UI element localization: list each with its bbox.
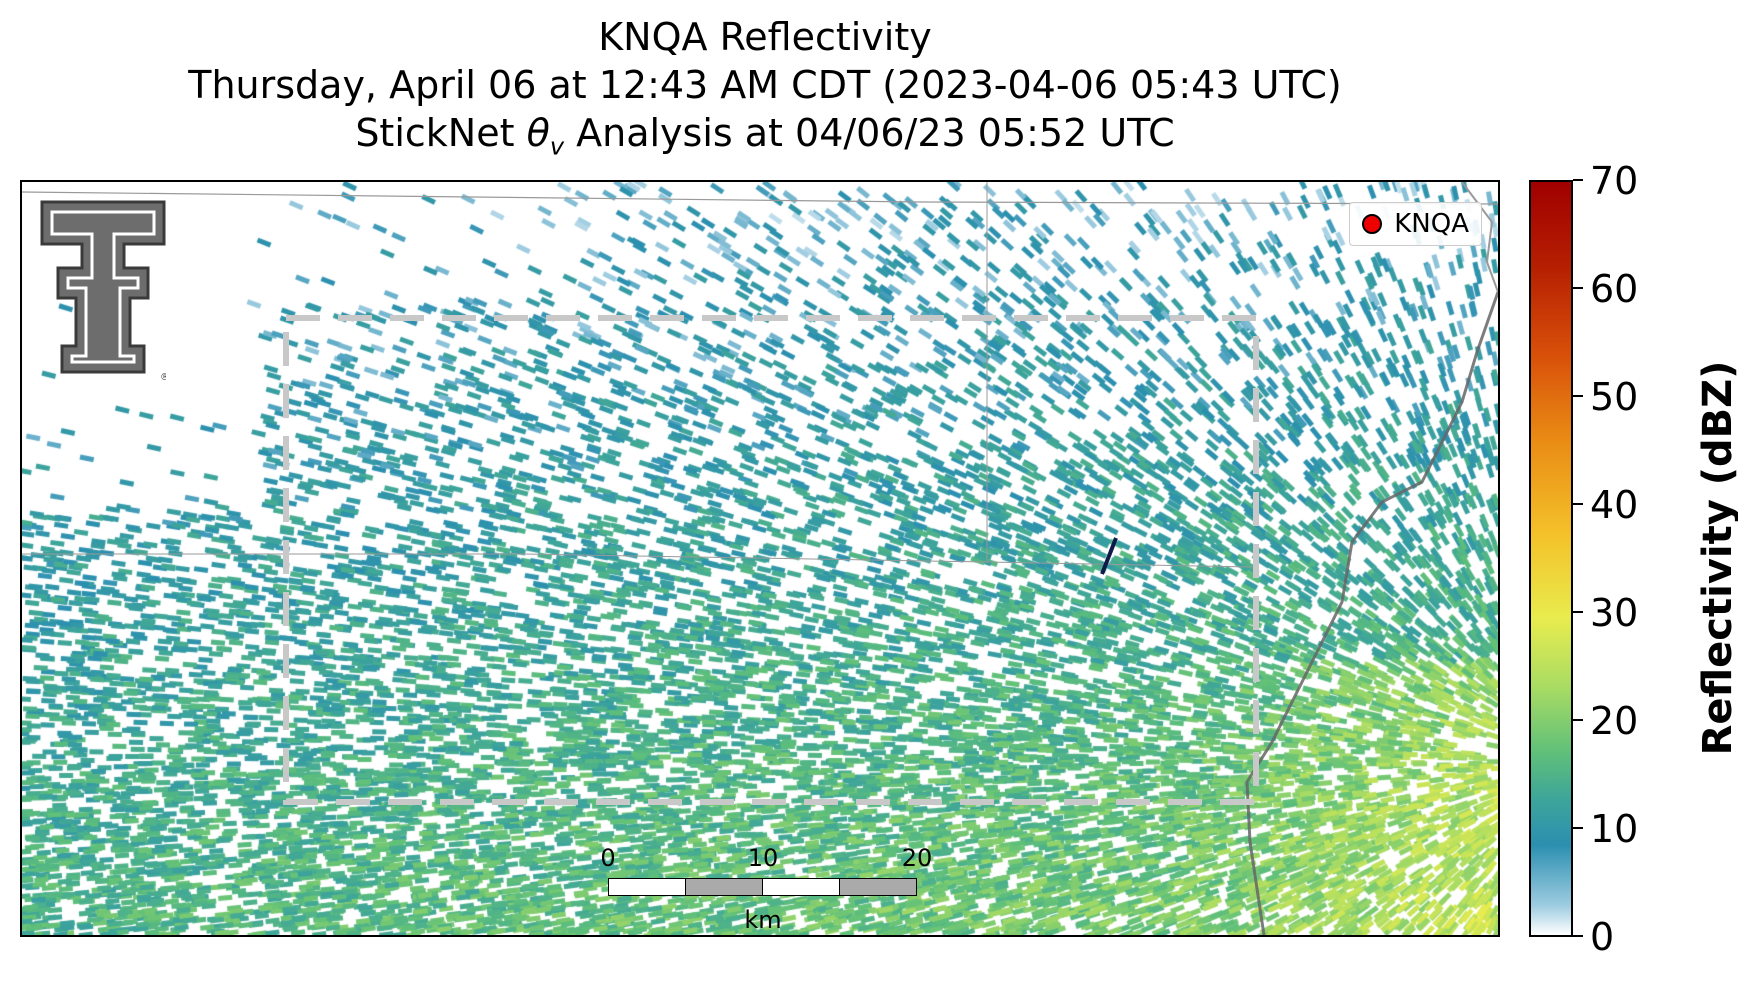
cbar-tick-60 <box>1573 287 1583 289</box>
cbar-tick-0 <box>1573 935 1583 937</box>
colorbar <box>1529 180 1573 937</box>
map-overlays <box>22 182 1498 935</box>
radar-map: ® KNQA 0 10 20 km <box>20 180 1500 937</box>
state-boundary-north <box>22 191 1498 205</box>
scale-seg-4 <box>839 878 917 896</box>
county-line-south <box>22 553 1253 568</box>
radar-site-marker-icon <box>1362 214 1383 234</box>
cbar-tick-30 <box>1573 611 1583 613</box>
title-line-3-suffix: Analysis at 04/06/23 05:52 UTC <box>564 111 1175 155</box>
title-line-1: KNQA Reflectivity <box>598 15 932 59</box>
cbar-tick-70 <box>1573 179 1583 181</box>
theta-symbol: θ <box>526 111 550 155</box>
registered-mark: ® <box>160 372 166 380</box>
boundary-feature <box>1100 537 1118 575</box>
cbar-tick-20 <box>1573 719 1583 721</box>
cbar-label-20: 20 <box>1590 699 1639 743</box>
scale-bar: 0 10 20 km <box>600 842 932 934</box>
title-line-2: Thursday, April 06 at 12:43 AM CDT (2023… <box>188 63 1342 107</box>
scale-tick-10: 10 <box>747 844 779 872</box>
double-t-icon: ® <box>40 200 166 380</box>
scale-seg-1 <box>608 878 686 896</box>
cbar-label-60: 60 <box>1590 267 1639 311</box>
title-line-3-prefix: StickNet <box>355 111 527 155</box>
texas-tech-logo: ® <box>40 200 166 380</box>
analysis-domain-box <box>283 315 1259 805</box>
cbar-label-70: 70 <box>1590 159 1639 203</box>
scale-tick-20: 20 <box>901 844 933 872</box>
map-legend: KNQA <box>1349 202 1482 246</box>
colorbar-title: Reflectivity (dBZ) <box>1695 360 1738 756</box>
theta-subscript: v <box>549 132 565 161</box>
cbar-label-10: 10 <box>1590 807 1639 851</box>
cbar-tick-50 <box>1573 395 1583 397</box>
title-line-3: StickNet θv Analysis at 04/06/23 05:52 U… <box>0 110 1530 170</box>
scale-seg-3 <box>762 878 840 896</box>
cbar-label-30: 30 <box>1590 591 1639 635</box>
cbar-label-50: 50 <box>1590 375 1639 419</box>
cbar-label-40: 40 <box>1590 483 1639 527</box>
cbar-tick-40 <box>1573 503 1583 505</box>
legend-label: KNQA <box>1394 209 1469 239</box>
scale-seg-2 <box>685 878 763 896</box>
cbar-tick-10 <box>1573 827 1583 829</box>
scale-tick-0: 0 <box>600 844 616 872</box>
cbar-label-0: 0 <box>1590 915 1615 959</box>
river-boundary <box>1245 291 1498 935</box>
scale-unit: km <box>744 906 782 934</box>
